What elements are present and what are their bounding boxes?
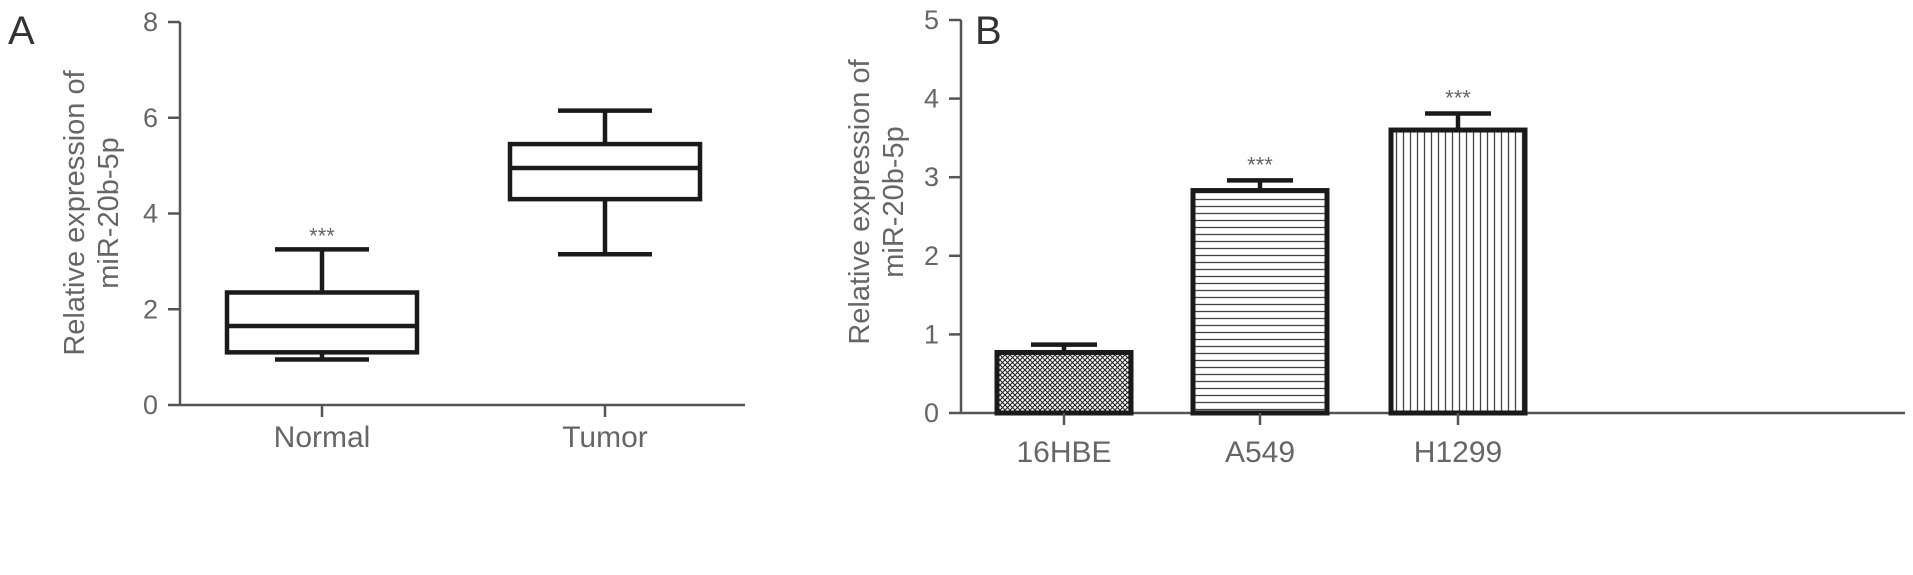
x-tick-label: Normal bbox=[274, 421, 371, 454]
iqr-box bbox=[224, 290, 420, 355]
panel-a-boxplot: A Relative expression of miR-20b-5p 0 2 4 6 8… bbox=[8, 7, 745, 454]
x-tick-label: 16HBE bbox=[1016, 436, 1111, 469]
panel-a-x-tick-labels: Normal Tumor bbox=[274, 405, 648, 454]
y-axis-label-line: miR-20b-5p bbox=[93, 137, 125, 289]
y-tick-label: 2 bbox=[924, 241, 939, 271]
panel-a-y-ticks: 0 2 4 6 8 bbox=[143, 7, 180, 420]
x-tick-label: Tumor bbox=[562, 421, 648, 454]
box-normal: *** bbox=[224, 223, 420, 362]
panel-a-y-axis-label: Relative expression of miR-20b-5p bbox=[59, 69, 125, 355]
bar bbox=[1388, 127, 1528, 416]
panel-b-bars: *** *** bbox=[994, 86, 1528, 416]
y-tick-label: 0 bbox=[924, 398, 939, 428]
y-axis-label-line: Relative expression of bbox=[59, 69, 91, 355]
panel-b-y-ticks: 0 1 2 3 4 5 bbox=[924, 5, 961, 428]
iqr-box bbox=[507, 141, 703, 202]
x-tick-label: H1299 bbox=[1414, 436, 1502, 469]
y-tick-label: 0 bbox=[143, 390, 158, 420]
y-tick-label: 5 bbox=[924, 5, 939, 35]
significance-label: *** bbox=[1445, 86, 1471, 111]
bar bbox=[994, 349, 1134, 416]
panel-a-boxes: *** bbox=[224, 108, 703, 362]
box-tumor bbox=[507, 108, 703, 257]
y-axis-label-line: Relative expression of bbox=[844, 58, 876, 344]
y-tick-label: 6 bbox=[143, 103, 158, 133]
bar-h1299: *** bbox=[1388, 86, 1528, 416]
panel-b-barchart: B Relative expression of miR-20b-5p 0 1 2 3 4… bbox=[844, 5, 1905, 469]
y-tick-label: 4 bbox=[924, 84, 939, 114]
x-tick-label: A549 bbox=[1225, 436, 1295, 469]
y-tick-label: 8 bbox=[143, 7, 158, 37]
panel-label-a: A bbox=[8, 9, 35, 53]
significance-label: *** bbox=[309, 223, 335, 248]
bar-a549: *** bbox=[1190, 152, 1330, 416]
y-tick-label: 3 bbox=[924, 162, 939, 192]
y-axis-label-line: miR-20b-5p bbox=[878, 126, 910, 278]
y-tick-label: 4 bbox=[143, 199, 158, 229]
bar-16hbe bbox=[994, 342, 1134, 416]
panel-b-y-axis-label: Relative expression of miR-20b-5p bbox=[844, 58, 910, 344]
y-tick-label: 2 bbox=[143, 294, 158, 324]
significance-label: *** bbox=[1247, 152, 1273, 177]
panel-b-x-tick-labels: 16HBE A549 H1299 bbox=[1016, 413, 1502, 469]
bar bbox=[1190, 188, 1330, 416]
y-tick-label: 1 bbox=[924, 319, 939, 349]
panel-label-b: B bbox=[975, 9, 1002, 53]
